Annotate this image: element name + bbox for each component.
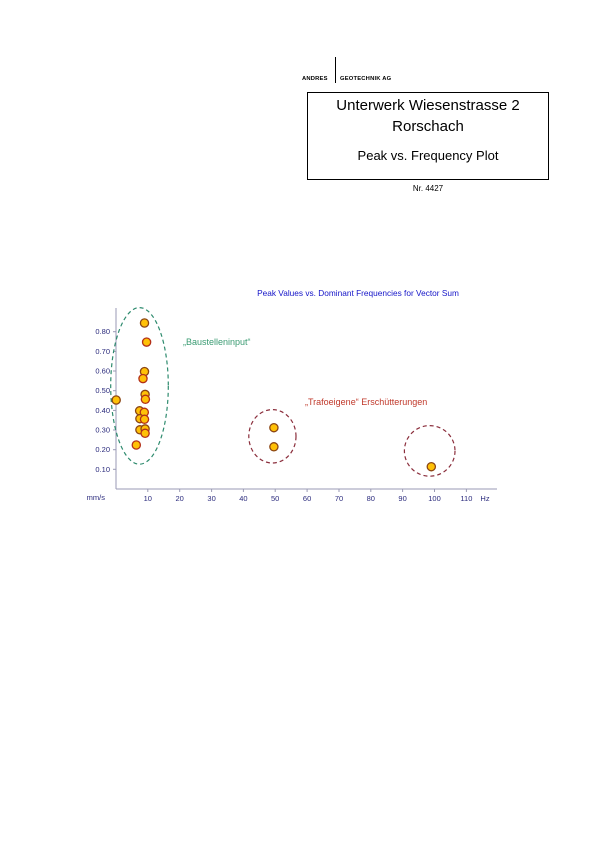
- svg-text:0.40: 0.40: [95, 406, 110, 415]
- svg-text:80: 80: [367, 494, 375, 503]
- svg-text:Hz: Hz: [480, 494, 489, 503]
- svg-text:90: 90: [398, 494, 406, 503]
- svg-text:0.80: 0.80: [95, 327, 110, 336]
- svg-text:100: 100: [428, 494, 441, 503]
- svg-text:mm/s: mm/s: [87, 493, 106, 502]
- svg-text:30: 30: [207, 494, 215, 503]
- svg-text:70: 70: [335, 494, 343, 503]
- svg-text:0.10: 0.10: [95, 465, 110, 474]
- svg-text:0.70: 0.70: [95, 347, 110, 356]
- svg-text:110: 110: [460, 494, 472, 503]
- svg-text:0.20: 0.20: [95, 445, 110, 454]
- svg-text:0.50: 0.50: [95, 386, 110, 395]
- svg-text:0.30: 0.30: [95, 426, 110, 435]
- svg-text:„Baustelleninput“: „Baustelleninput“: [183, 337, 251, 347]
- svg-text:40: 40: [239, 494, 247, 503]
- svg-text:50: 50: [271, 494, 279, 503]
- svg-text:0.60: 0.60: [95, 367, 110, 376]
- svg-text:„Trafoeigene“ Erschütterungen: „Trafoeigene“ Erschütterungen: [305, 397, 427, 407]
- svg-text:60: 60: [303, 494, 311, 503]
- svg-text:20: 20: [176, 494, 184, 503]
- svg-text:10: 10: [144, 494, 152, 503]
